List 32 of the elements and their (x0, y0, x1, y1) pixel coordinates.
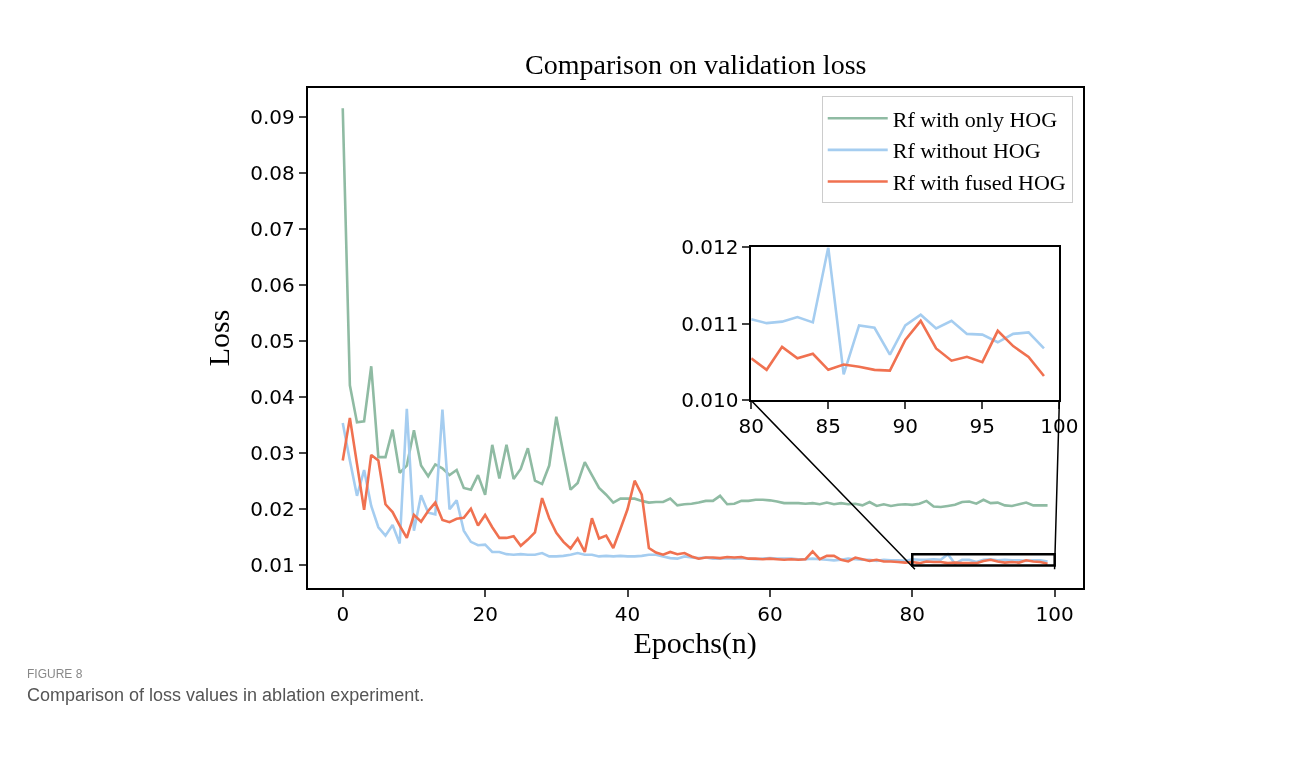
y-tick-label: 0.010 (681, 388, 739, 413)
x-tick-label: 40 (614, 602, 641, 627)
y-tick-label: 0.06 (250, 272, 295, 297)
x-tick-label: 0 (336, 602, 350, 627)
x-tick-label: 85 (815, 414, 841, 439)
x-tick-label: 95 (969, 414, 996, 439)
legend-label: Rf with fused HOG (892, 170, 1066, 196)
y-tick-label: 0.02 (250, 497, 295, 522)
x-axis-title: Epochs(n) (633, 626, 757, 661)
x-tick-label: 90 (892, 414, 919, 439)
y-tick-label: 0.05 (250, 329, 295, 354)
line-series (751, 319, 1046, 378)
y-tick-label: 0.04 (250, 385, 295, 410)
x-tick-label: 80 (738, 414, 764, 439)
y-tick-label: 0.08 (250, 160, 295, 185)
caption: FIGURE 8 (27, 667, 83, 681)
y-tick-label: 0.012 (681, 235, 739, 260)
x-tick-label: 60 (757, 602, 783, 627)
chart-title: Comparison on validation loss (525, 49, 867, 80)
legend-label: Rf with only HOG (892, 106, 1058, 132)
y-tick-label: 0.011 (681, 311, 739, 336)
x-tick-label: 100 (1035, 602, 1074, 627)
x-tick-label: 80 (899, 602, 926, 627)
x-tick-label: 20 (472, 602, 498, 627)
y-tick-label: 0.01 (250, 553, 295, 578)
y-tick-label: 0.09 (250, 104, 295, 129)
text: Comparison of loss values in ablation experiment. (27, 685, 425, 705)
y-tick-label: 0.03 (250, 441, 295, 466)
legend-label: Rf without HOG (892, 138, 1041, 164)
y-axis-title: Loss (201, 309, 235, 367)
y-tick-label: 0.07 (250, 216, 295, 241)
line-series (751, 247, 1046, 376)
